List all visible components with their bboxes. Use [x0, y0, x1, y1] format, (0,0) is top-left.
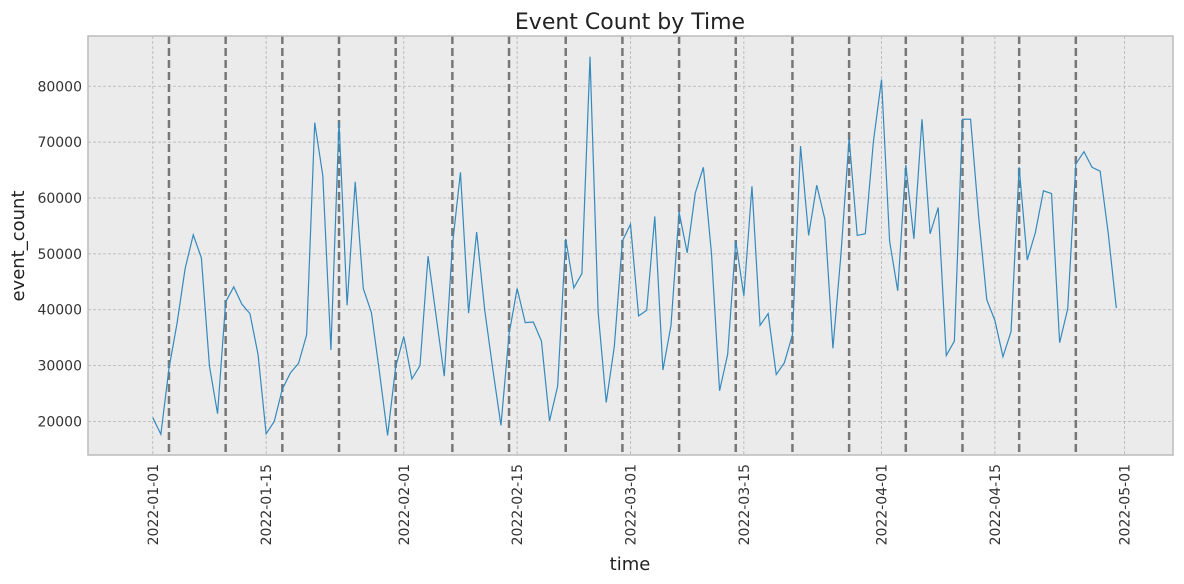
chart-title: Event Count by Time	[515, 10, 745, 35]
y-axis-ticks: 20000 30000 40000 50000 60000 70000 80000	[37, 79, 82, 430]
x-tick-label: 2022-03-01	[624, 464, 640, 545]
x-tick-label: 2022-03-15	[737, 464, 753, 545]
y-tick-label: 80000	[37, 79, 82, 95]
x-tick-label: 2022-05-01	[1117, 464, 1133, 545]
plot-frame	[87, 35, 1174, 456]
x-tick-label: 2022-01-15	[259, 464, 275, 545]
y-tick-label: 20000	[37, 414, 82, 430]
y-tick-label: 40000	[37, 303, 82, 319]
x-tick-label: 2022-04-15	[988, 464, 1004, 545]
y-tick-label: 30000	[37, 359, 82, 375]
x-tick-label: 2022-01-01	[146, 464, 162, 545]
y-tick-label: 60000	[37, 191, 82, 207]
plot-background	[88, 36, 1173, 455]
x-axis-label: time	[610, 554, 651, 575]
grid-lines	[88, 36, 1173, 455]
y-axis-label: event_count	[8, 190, 29, 301]
y-tick-label: 70000	[37, 135, 82, 151]
y-tick-label: 50000	[37, 247, 82, 263]
x-tick-label: 2022-02-01	[397, 464, 413, 545]
x-axis-ticks: 2022-01-01 2022-01-15 2022-02-01 2022-02-15…	[146, 464, 1134, 545]
x-tick-label: 2022-02-15	[510, 464, 526, 545]
x-tick-label: 2022-04-01	[875, 464, 891, 545]
series-line	[152, 56, 1117, 437]
